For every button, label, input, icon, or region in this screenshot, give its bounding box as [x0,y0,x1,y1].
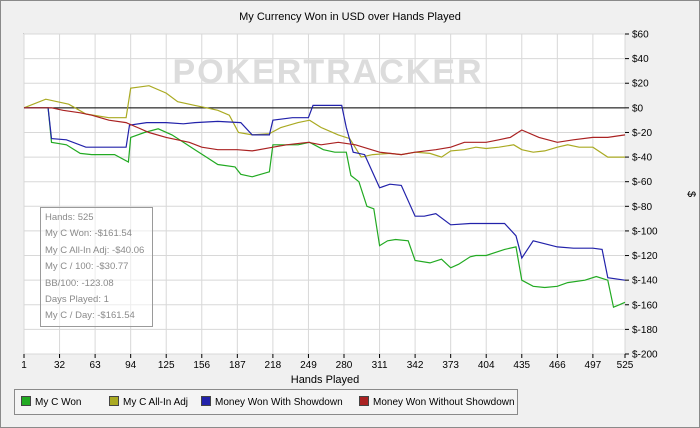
stat-per-day: My C / Day: -$161.54 [45,310,135,322]
grid-lines [23,33,626,355]
legend-item-my-c-all-in-adj[interactable]: My C All-In Adj [109,396,188,410]
watermark: POKERTRACKER [172,53,483,91]
series-line-2 [24,104,626,281]
stat-bb-100: BB/100: -123.08 [45,277,114,289]
y-tick-label: $-80 [632,202,652,213]
y-tick-label: $40 [632,54,649,65]
x-tick-label: 435 [513,360,530,371]
chart-title: My Currency Won in USD over Hands Played [239,11,461,23]
x-tick-label: 63 [90,360,102,371]
y-tick-label: $0 [632,103,644,114]
series-line-0 [24,107,626,309]
x-tick-label: 32 [54,360,66,371]
x-tick-label: 249 [300,360,317,371]
y-axis-ticks: $60 $40 $20 $0 $-20 $-40 $-60 $-80 $-100 $-120 $-1… [625,30,658,361]
legend-swatch [21,396,31,406]
x-tick-label: 466 [549,360,566,371]
legend-label: Money Won Without Showdown [373,397,515,408]
y-axis-label: $ [685,191,697,197]
x-tick-label: 156 [193,360,210,371]
y-tick-label: $-100 [632,226,658,237]
y-tick-label: $-160 [632,300,658,311]
x-tick-label: 218 [265,360,282,371]
stat-hands: Hands: 525 [45,212,94,223]
x-tick-label: 373 [442,360,459,371]
x-tick-label: 125 [158,360,175,371]
x-tick-label: 342 [407,360,424,371]
x-tick-label: 280 [336,360,353,371]
legend-label: Money Won With Showdown [215,397,343,408]
legend-swatch [359,396,369,406]
x-tick-label: 311 [372,360,388,371]
legend-label: My C Won [35,397,82,408]
y-tick-label: $-20 [632,128,652,139]
x-tick-label: 94 [125,360,137,371]
x-tick-label: 497 [585,360,602,371]
x-axis-ticks: 1 32 63 94 125 156 187 218 249 280 311 342 373 404 435… [21,354,634,371]
stats-panel: Hands: 525 My C Won: -$161.54 My C All-I… [40,207,153,327]
y-tick-label: $60 [632,30,649,41]
x-axis-label: Hands Played [291,374,360,386]
y-tick-label: $-60 [632,177,652,188]
legend: My C Won My C All-In Adj Money Won With … [14,389,518,415]
y-tick-label: $-180 [632,325,658,336]
series-line-3 [24,107,626,156]
stat-days: Days Played: 1 [45,293,109,305]
y-tick-label: $-120 [632,251,658,262]
legend-item-my-c-won[interactable]: My C Won [21,396,82,410]
legend-label: My C All-In Adj [123,397,189,408]
y-tick-label: $-40 [632,153,652,164]
legend-item-money-won-with-showdown[interactable]: Money Won With Showdown [201,396,343,410]
y-tick-label: $-140 [632,276,658,287]
x-tick-label: 1 [21,360,27,371]
series-layer [23,85,626,309]
x-tick-label: 525 [617,360,634,371]
y-tick-label: $20 [632,79,649,90]
legend-swatch [109,396,119,406]
x-tick-label: 187 [229,360,246,371]
stat-won: My C Won: -$161.54 [45,228,132,240]
stat-allin-adj: My C All-In Adj: -$40.06 [45,244,145,256]
x-tick-label: 404 [478,360,495,371]
y-tick-label: $-200 [632,350,658,361]
legend-swatch [201,396,211,406]
stat-per-100: My C / 100: -$30.77 [45,261,129,273]
legend-item-money-won-without-showdown[interactable]: Money Won Without Showdown [359,396,515,410]
